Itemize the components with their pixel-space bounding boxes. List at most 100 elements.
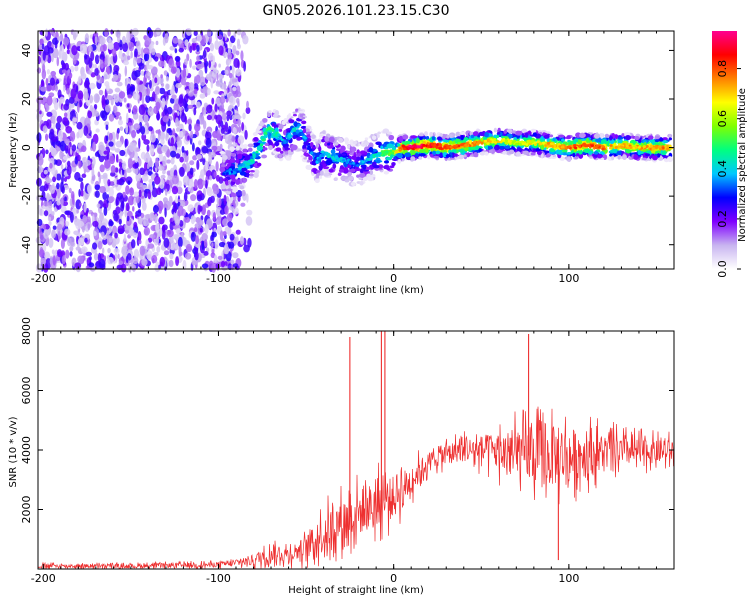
spectrogram-noise-cell — [162, 115, 170, 123]
spectrogram-ridge-cell — [504, 141, 508, 145]
spectrogram-noise-cell — [235, 229, 241, 235]
spectrogram-ridge-cell — [486, 142, 490, 145]
spectrogram-signal-cell — [526, 137, 532, 141]
snr-ytick-label: 8000 — [20, 317, 33, 345]
spectrogram-ridge-cell — [468, 144, 472, 148]
spectrogram-ridge-cell — [390, 151, 395, 155]
spectrogram-noise-cell — [215, 174, 220, 182]
spectrogram-noise-cell — [188, 178, 194, 188]
spectrogram-noise-cell — [144, 190, 148, 199]
spectrogram-noise-cell — [196, 159, 200, 170]
spectrogram-noise-cell — [118, 158, 123, 164]
spectrogram-noise-cell — [212, 211, 217, 222]
spectrogram-noise-cell — [206, 188, 213, 197]
spectrogram-ridge-cell — [368, 157, 372, 161]
spectrogram-noise-cell — [244, 129, 248, 140]
spectrogram-signal-cell — [458, 154, 464, 160]
spectrogram-noise-cell — [143, 153, 151, 163]
spectrogram-noise-cell — [137, 230, 142, 242]
spectrogram-noise-cell — [84, 237, 88, 243]
spectrogram-noise-cell — [190, 130, 194, 139]
spectrogram-noise-cell — [89, 94, 94, 104]
spectrogram-noise-cell — [138, 189, 142, 198]
spectrogram-ridge-cell — [416, 145, 420, 149]
spectrogram-signal-cell — [330, 149, 336, 155]
spectrogram-noise-cell — [199, 228, 203, 233]
spectrogram-noise-cell — [115, 154, 119, 163]
spectrogram-noise-cell — [118, 161, 122, 168]
spectrogram-noise-cell — [237, 118, 241, 127]
spectrogram-noise-cell — [169, 252, 174, 260]
spectrogram-noise-cell — [74, 262, 82, 269]
spectrogram-noise-cell — [200, 115, 205, 125]
spectrogram-signal-cell — [236, 150, 243, 155]
spectrogram-noise-cell — [52, 97, 58, 105]
colorbar-tick-label: 0.0 — [716, 260, 729, 278]
spectrogram-ridge-cell — [601, 144, 605, 148]
spectrogram-noise-cell — [56, 173, 62, 181]
spectrogram-noise-cell — [184, 39, 189, 47]
spectrogram-noise-cell — [148, 126, 153, 132]
spectrogram-ytick-label: 0 — [20, 144, 33, 151]
spectrogram-noise-cell — [245, 216, 253, 226]
spectrogram-signal-cell — [470, 134, 475, 139]
spectrogram-signal-cell — [220, 184, 227, 190]
spectrogram-noise-cell — [56, 115, 63, 123]
colorbar: 0.00.20.40.60.8 Normalized spectral ampl… — [712, 31, 748, 278]
spectrogram-noise-cell — [188, 82, 195, 91]
spectrogram-signal-cell — [292, 113, 297, 117]
spectrogram-noise-cell — [237, 135, 245, 145]
spectrogram-ytick-label: 40 — [20, 43, 33, 57]
spectrogram-noise-cell — [119, 126, 124, 131]
spectrogram-noise-cell — [77, 237, 85, 246]
spectrogram-ridge-cell — [536, 140, 540, 144]
spectrogram-noise-cell — [194, 178, 198, 189]
spectrogram-noise-cell — [196, 44, 200, 52]
spectrogram-noise-cell — [128, 41, 134, 52]
spectrogram-signal-cell — [239, 171, 246, 176]
spectrogram-noise-cell — [83, 202, 87, 213]
spectrogram-signal-cell — [543, 134, 550, 139]
spectrogram-signal-cell — [658, 138, 664, 142]
spectrogram-noise-cell — [170, 137, 175, 147]
spectrogram-noise-cell — [108, 186, 114, 198]
spectrogram-ridge-cell — [539, 142, 543, 146]
spectrogram-signal-cell — [494, 146, 498, 150]
spectrogram-signal-cell — [389, 165, 395, 169]
spectrogram-noise-cell — [119, 149, 126, 157]
spectrogram-noise-cell — [118, 50, 123, 59]
spectrogram-noise-cell — [155, 129, 161, 134]
spectrogram-noise-cell — [162, 155, 167, 167]
spectrogram-signal-cell — [256, 125, 263, 130]
spectrogram-noise-cell — [187, 92, 194, 97]
spectrogram-noise-cell — [201, 240, 205, 251]
spectrogram-noise-cell — [79, 43, 87, 54]
spectrogram-noise-cell — [72, 32, 77, 41]
spectrogram-noise-cell — [141, 94, 145, 105]
spectrogram-noise-cell — [229, 35, 236, 44]
spectrogram-noise-cell — [94, 184, 101, 191]
spectrogram-signal-cell — [306, 159, 312, 163]
spectrogram-noise-cell — [38, 43, 42, 50]
spectrogram-noise-cell — [93, 249, 98, 254]
spectrogram-noise-cell — [151, 254, 158, 264]
spectrogram-noise-cell — [57, 230, 61, 241]
spectrogram-signal-cell — [595, 138, 601, 143]
spectrogram-signal-cell — [221, 155, 228, 161]
spectrogram-noise-cell — [132, 205, 135, 212]
spectrogram-noise-cell — [171, 94, 177, 100]
spectrogram-noise-cell — [133, 191, 140, 197]
spectrogram-noise-cell — [114, 148, 121, 153]
spectrogram-noise-cell — [81, 246, 88, 254]
spectrogram-noise-cell — [127, 55, 131, 61]
spectrogram-noise-cell — [220, 260, 226, 268]
spectrogram-noise-cell — [216, 72, 219, 81]
spectrogram-noise-cell — [75, 246, 81, 251]
snr-xtick-label: 0 — [390, 572, 397, 585]
spectrogram-signal-cell — [345, 140, 349, 145]
spectrogram-noise-cell — [59, 216, 65, 225]
spectrogram-signal-cell — [347, 172, 352, 177]
spectrogram-noise-cell — [178, 245, 182, 257]
spectrogram-noise-cell — [196, 63, 204, 70]
snr-spikes — [349, 331, 559, 561]
